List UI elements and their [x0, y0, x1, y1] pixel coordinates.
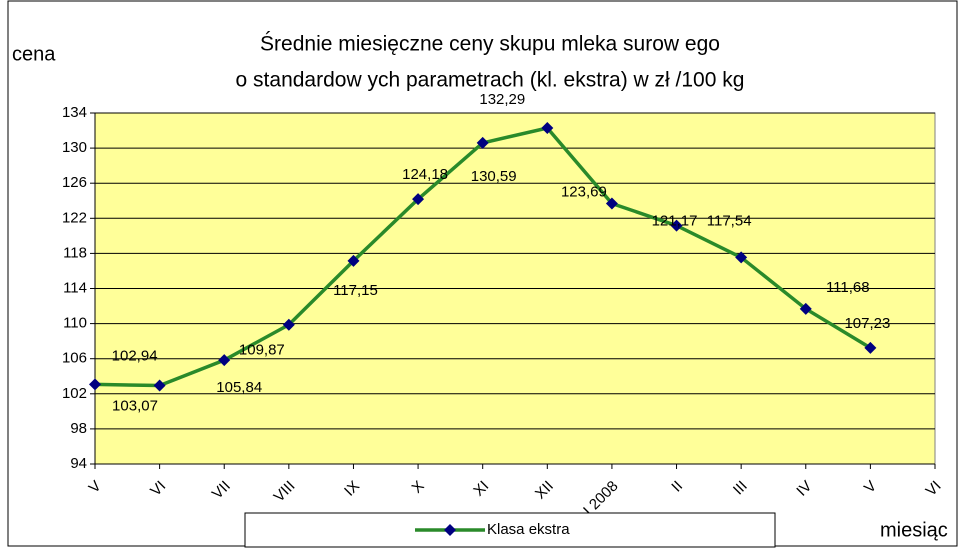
y-tick-label: 118 [63, 244, 87, 261]
chart-title: o standardow ych parametrach (kl. ekstra… [236, 69, 745, 92]
data-label: 123,69 [561, 183, 607, 200]
data-label: 124,18 [402, 166, 448, 183]
data-point [864, 341, 877, 354]
y-axis-label: cena [12, 43, 56, 65]
legend-label: Klasa ekstra [487, 521, 570, 538]
y-tick-label: 106 [62, 350, 87, 367]
data-point [735, 251, 748, 264]
y-tick-label: 98 [70, 420, 87, 437]
data-label: 130,59 [471, 168, 517, 185]
x-axis-label: miesiąc [880, 519, 948, 541]
y-tick-label: 130 [62, 139, 87, 156]
chart-title: Średnie miesięczne ceny skupu mleka suro… [260, 32, 720, 56]
data-label: 102,94 [112, 348, 158, 365]
y-tick-label: 126 [62, 174, 87, 191]
data-label: 109,87 [239, 342, 285, 359]
data-point [605, 197, 618, 210]
data-label: 117,54 [707, 212, 752, 229]
data-point [347, 254, 360, 267]
legend [244, 512, 776, 548]
data-point [218, 354, 231, 367]
data-point [153, 379, 166, 392]
data-label: 117,15 [333, 282, 378, 299]
data-point [541, 122, 554, 135]
y-tick-label: 94 [70, 455, 87, 472]
legend-marker [444, 524, 456, 536]
data-label: 103,07 [112, 397, 158, 414]
y-tick-label: 114 [63, 279, 87, 296]
data-point [476, 136, 489, 149]
y-tick-label: 134 [62, 104, 87, 121]
data-point [799, 302, 812, 315]
data-point [670, 219, 683, 232]
data-label: 107,23 [844, 315, 890, 332]
data-label: 121,17 [652, 213, 698, 230]
data-label: 111,68 [826, 279, 870, 296]
y-tick-label: 102 [62, 385, 87, 402]
data-label: 132,29 [479, 91, 525, 108]
y-tick-label: 110 [63, 315, 87, 332]
data-point [89, 378, 101, 391]
data-label: 105,84 [216, 379, 262, 396]
y-tick-label: 122 [62, 209, 87, 226]
data-point [282, 318, 295, 331]
data-point [412, 193, 425, 206]
